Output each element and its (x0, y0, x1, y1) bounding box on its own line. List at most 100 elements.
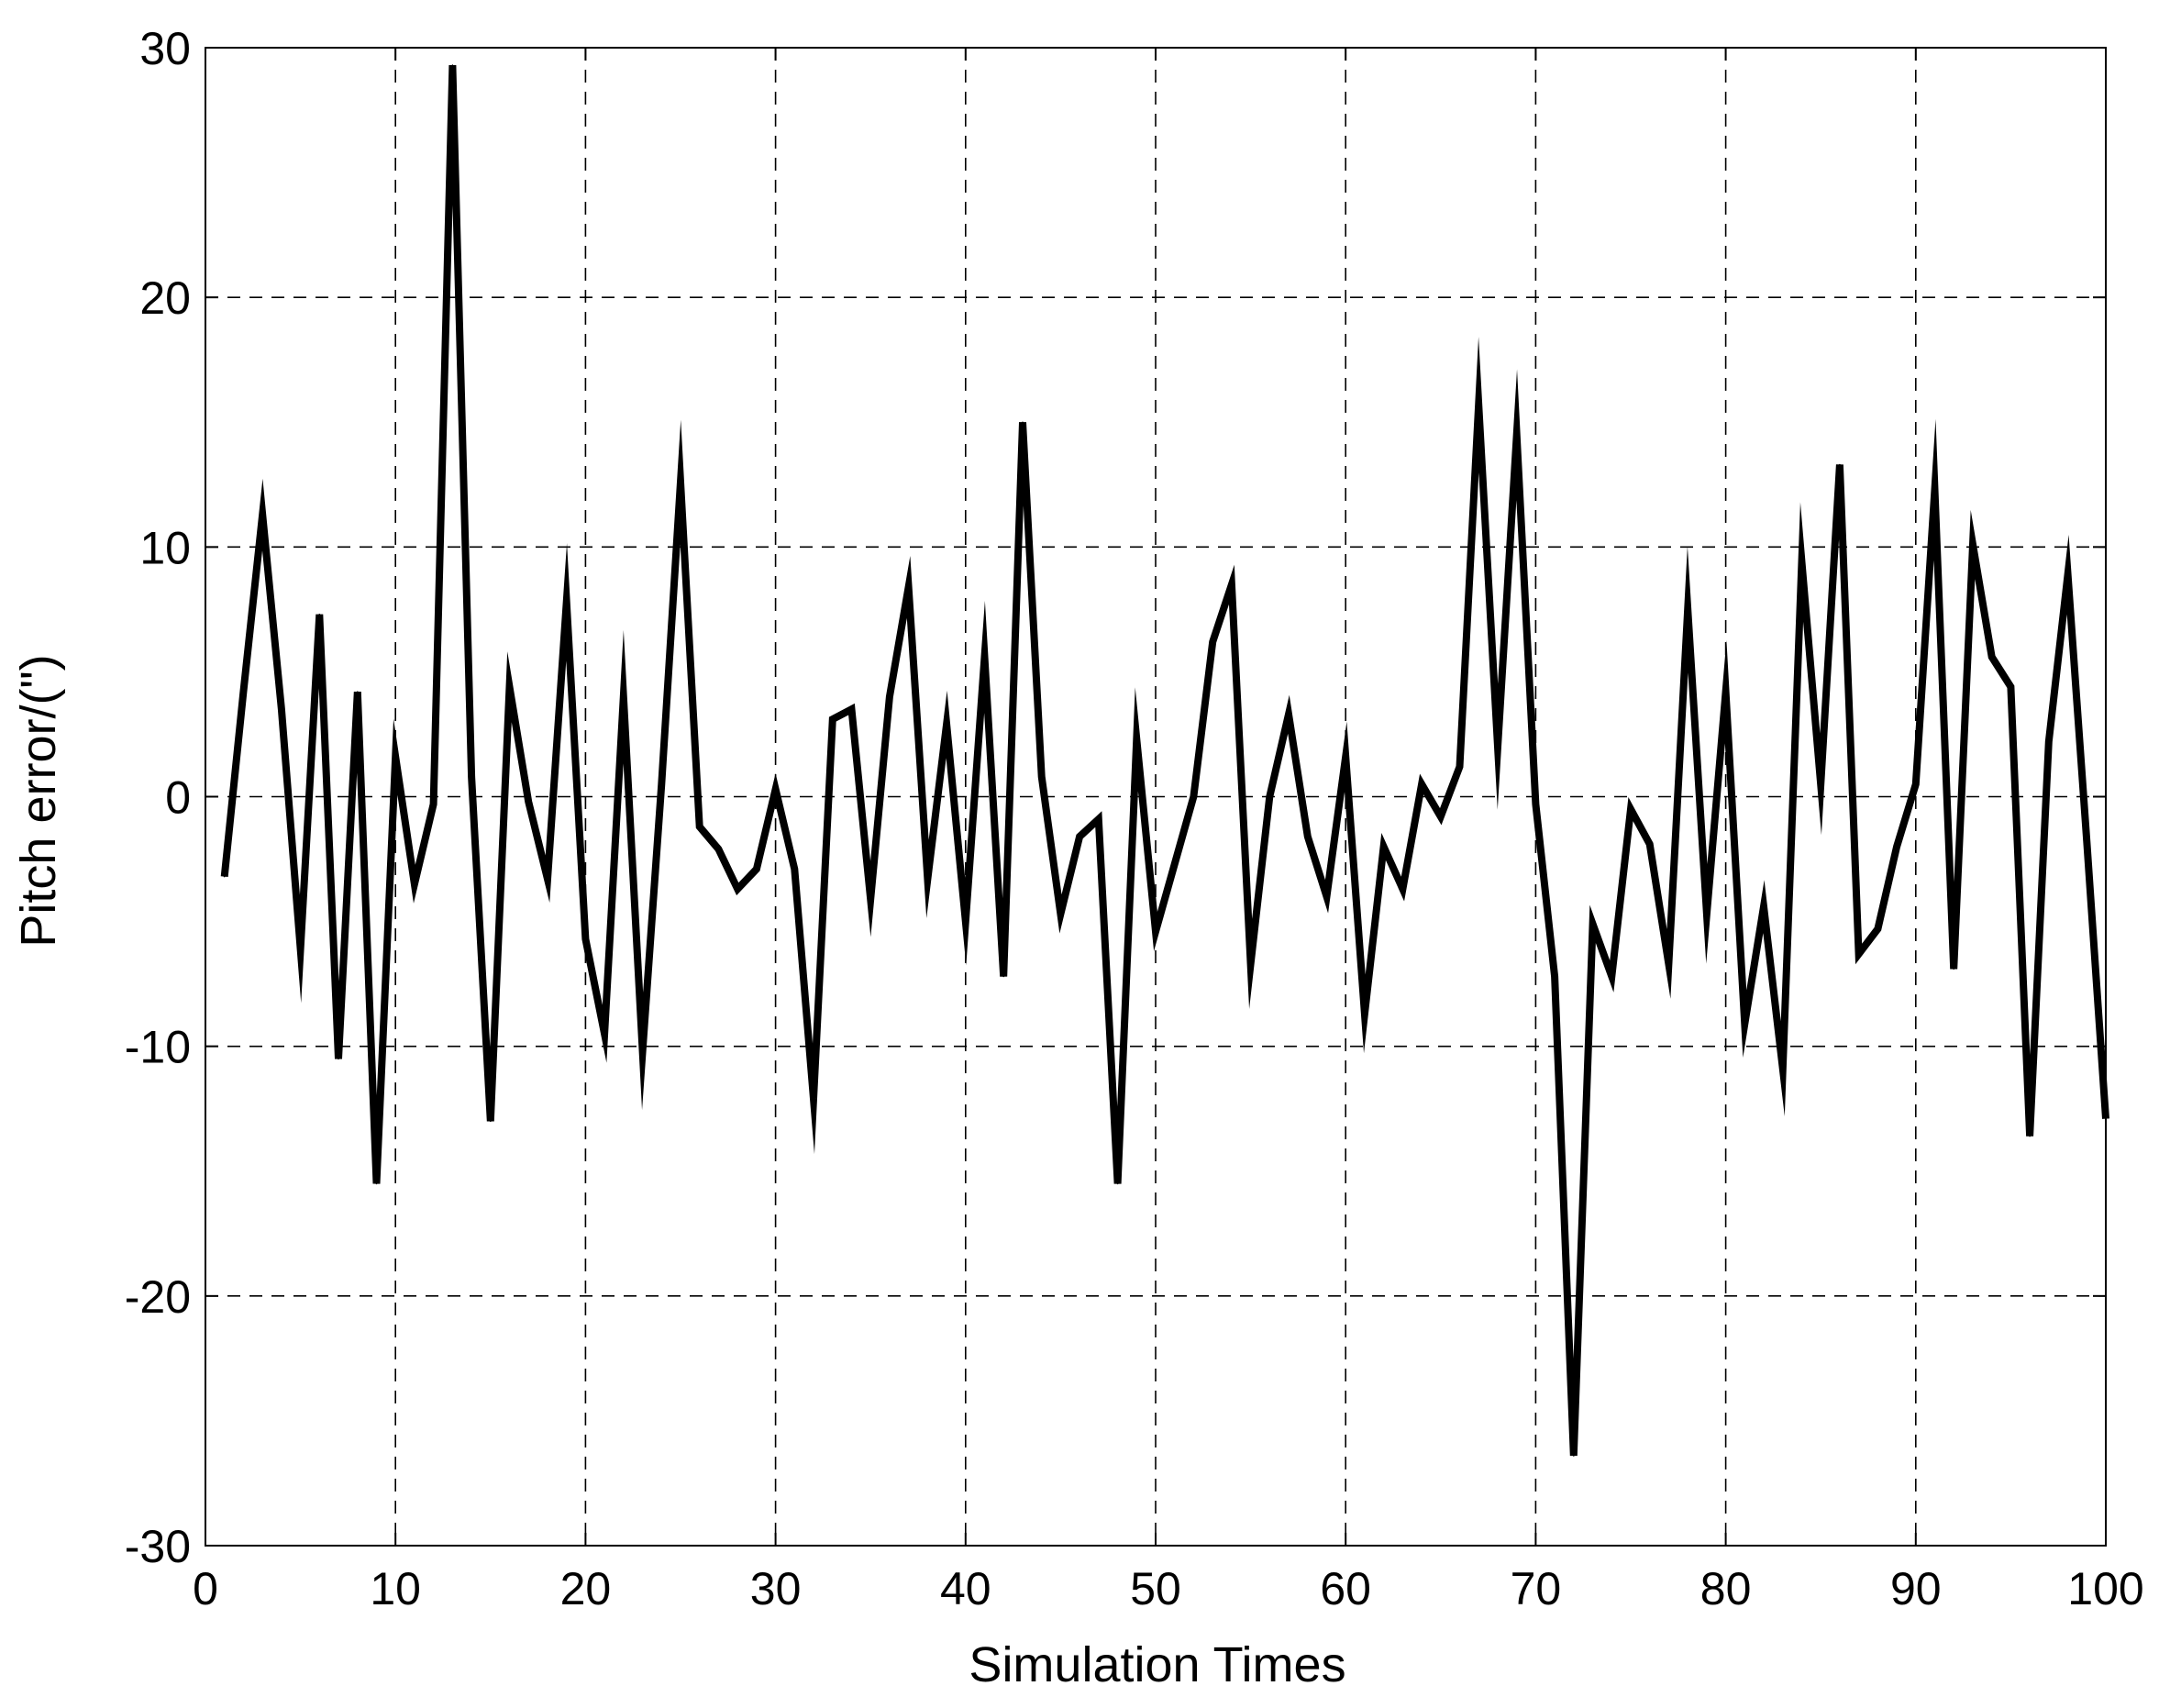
data-point (223, 875, 226, 878)
data-point (832, 718, 834, 720)
data-point (1953, 968, 1954, 970)
data-point (660, 783, 663, 785)
y-tick-label: -10 (125, 1022, 191, 1073)
data-point (1155, 930, 1157, 933)
data-point (2029, 1135, 2031, 1137)
data-point (774, 788, 777, 791)
data-point (1458, 766, 1461, 768)
x-tick-labels: 0 10 20 30 40 50 60 70 80 90 100 (193, 1563, 2144, 1614)
data-point (1857, 953, 1860, 955)
data-point (1098, 818, 1100, 820)
x-tick-label: 80 (1700, 1563, 1752, 1614)
data-point (2009, 685, 2012, 688)
data-point (1192, 795, 1195, 798)
data-point (1972, 543, 1974, 546)
data-point (1896, 846, 1898, 848)
x-tick-label: 20 (560, 1563, 612, 1614)
data-point (623, 695, 625, 698)
data-point (1116, 1182, 1119, 1185)
data-point (1249, 963, 1252, 965)
data-point (1933, 488, 1936, 491)
data-point (1763, 905, 1765, 908)
data-point (736, 888, 738, 890)
data-point (242, 691, 245, 693)
x-tick-label: 50 (1130, 1563, 1181, 1614)
data-point (1002, 975, 1004, 978)
data-point (299, 948, 302, 950)
data-point (641, 1050, 644, 1052)
data-point (318, 614, 321, 616)
data-point (1364, 1013, 1366, 1015)
data-point (1345, 756, 1346, 758)
data-point (2048, 740, 2050, 743)
data-point (490, 1120, 492, 1123)
data-point (717, 848, 720, 850)
data-point (1611, 975, 1613, 978)
data-point (1534, 803, 1537, 805)
data-point (1591, 923, 1594, 926)
data-point (1877, 927, 1879, 930)
y-axis-label: Pitch error/(") (11, 654, 66, 947)
data-point (698, 826, 701, 827)
data-point (338, 1058, 339, 1060)
data-point (1839, 463, 1841, 466)
data-point (1212, 641, 1213, 643)
data-point (1573, 1455, 1575, 1457)
data-point (584, 937, 587, 940)
data-point (965, 920, 967, 923)
data-point (1079, 836, 1080, 837)
x-axis-label: Simulation Times (969, 1637, 1345, 1692)
data-point (1687, 608, 1688, 611)
data-point (907, 586, 910, 588)
data-point (1325, 895, 1328, 898)
data-point (1667, 963, 1670, 965)
data-point (1820, 783, 1821, 785)
data-point (946, 723, 947, 726)
data-point (2105, 1117, 2107, 1120)
data-point (793, 868, 796, 871)
data-point (813, 1098, 814, 1100)
x-tick-label: 90 (1890, 1563, 1942, 1614)
y-tick-label: -20 (125, 1271, 191, 1323)
data-point (261, 514, 264, 516)
data-point (508, 685, 511, 688)
data-point (281, 708, 282, 710)
data-point (1497, 746, 1499, 748)
data-point (1022, 421, 1024, 424)
data-point (926, 878, 929, 881)
data-point (1515, 434, 1518, 436)
data-point (1382, 846, 1385, 848)
data-point (1478, 404, 1479, 406)
data-point (471, 775, 472, 778)
data-point (869, 898, 871, 900)
data-point (1990, 656, 1993, 658)
data-point (1915, 783, 1917, 785)
x-tick-label: 70 (1511, 1563, 1562, 1614)
x-tick-label: 60 (1320, 1563, 1371, 1614)
data-point (680, 481, 681, 483)
data-point (889, 695, 891, 698)
data-point (756, 868, 758, 871)
data-point (527, 801, 529, 803)
y-tick-labels: -30 -20 -10 0 10 20 30 (125, 23, 191, 1572)
data-point (547, 878, 548, 881)
data-point (1706, 913, 1708, 915)
data-point (1630, 808, 1632, 810)
data-point (1401, 888, 1404, 890)
data-point (2066, 573, 2069, 576)
data-point (1782, 1068, 1784, 1070)
data-point (1421, 783, 1423, 785)
y-tick-label: -30 (125, 1521, 191, 1572)
data-points (223, 64, 2107, 1457)
data-point (1231, 583, 1233, 585)
data-point (1135, 738, 1138, 740)
data-point (1268, 795, 1271, 798)
y-tick-label: 10 (139, 522, 191, 573)
x-tick-label: 40 (940, 1563, 991, 1614)
data-point (357, 691, 359, 693)
x-tick-label: 100 (2067, 1563, 2143, 1614)
data-point (1040, 775, 1043, 778)
y-tick-label: 0 (165, 772, 191, 824)
